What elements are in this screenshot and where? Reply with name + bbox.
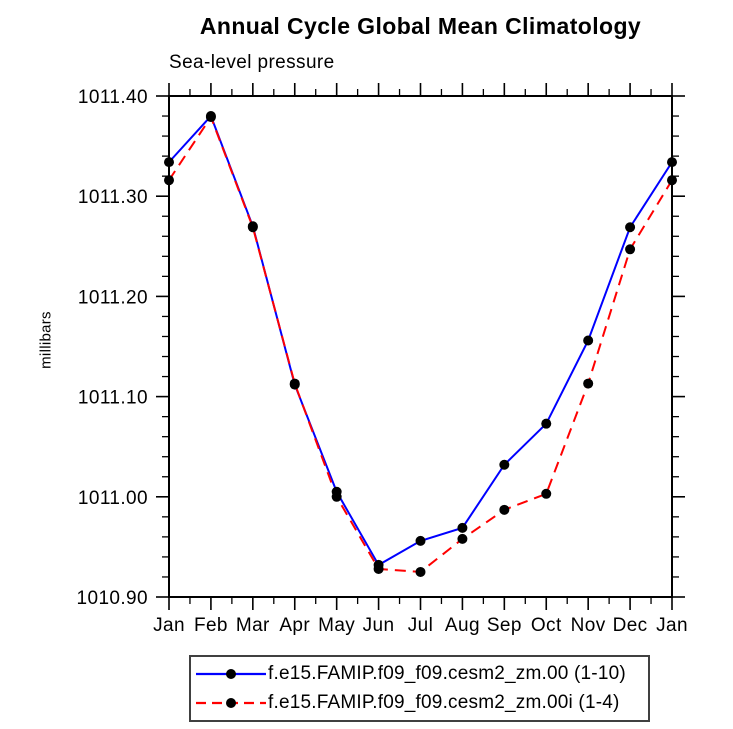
x-tick-label: Feb	[194, 615, 228, 636]
data-point-s0-6	[415, 535, 426, 546]
data-point-s0-8	[499, 459, 510, 470]
data-point-s1-7	[457, 533, 468, 544]
series-line-1	[168, 114, 673, 573]
x-tick-label: Oct	[531, 615, 562, 636]
legend: f.e15.FAMIP.f09_f09.cesm2_zm.00 (1-10) f…	[189, 655, 650, 722]
series-line-0	[168, 114, 673, 567]
x-tick-label: Dec	[613, 615, 648, 636]
data-point-s1-11	[625, 244, 636, 255]
x-tick-label: Jan	[153, 615, 185, 636]
legend-line-sample-0	[196, 669, 266, 679]
legend-marker-1	[226, 698, 236, 708]
x-tick-label: Jun	[363, 615, 395, 636]
x-tick-label: Sep	[487, 615, 522, 636]
data-point-s1-8	[499, 504, 510, 515]
legend-label-1: f.e15.FAMIP.f09_f09.cesm2_zm.00i (1-4)	[268, 692, 620, 713]
x-tick-label: Aug	[445, 615, 480, 636]
y-tick-label: 1011.00	[78, 488, 148, 509]
y-tick-label: 1011.10	[78, 388, 148, 409]
data-point-s0-0	[164, 157, 174, 168]
data-point-s1-4	[331, 491, 342, 502]
plot-frame	[168, 95, 673, 598]
data-point-s1-5	[373, 563, 384, 574]
data-point-s1-1	[205, 112, 216, 123]
legend-marker-0	[226, 669, 236, 679]
data-point-s1-10	[583, 378, 594, 389]
data-point-s1-3	[289, 378, 300, 389]
legend-item-1: f.e15.FAMIP.f09_f09.cesm2_zm.00i (1-4)	[194, 689, 648, 718]
y-tick-label: 1010.90	[77, 588, 148, 609]
legend-item-0: f.e15.FAMIP.f09_f09.cesm2_zm.00 (1-10)	[194, 660, 648, 689]
data-point-s0-10	[583, 335, 594, 346]
data-point-s1-6	[415, 566, 426, 577]
legend-line-sample-1	[196, 698, 266, 708]
data-point-s0-9	[541, 418, 552, 429]
y-tick-label: 1011.30	[78, 187, 148, 208]
x-tick-label: Nov	[571, 615, 606, 636]
x-tick-label: Mar	[236, 615, 270, 636]
x-tick-label: Jul	[408, 615, 434, 636]
x-tick-label: Jan	[656, 615, 688, 636]
chart-subtitle: Sea-level pressure	[169, 52, 335, 73]
x-tick-label: Apr	[279, 615, 310, 636]
x-tick-label: May	[318, 615, 355, 636]
data-point-s0-7	[457, 522, 468, 533]
data-point-s1-9	[541, 488, 552, 499]
data-point-s1-12	[667, 175, 677, 186]
data-point-s1-0	[164, 175, 174, 186]
data-point-s0-11	[625, 222, 636, 233]
chart-title: Annual Cycle Global Mean Climatology	[199, 13, 642, 39]
legend-label-0: f.e15.FAMIP.f09_f09.cesm2_zm.00 (1-10)	[268, 663, 626, 684]
data-point-s1-2	[247, 222, 258, 233]
y-tick-label: 1011.40	[78, 87, 148, 108]
y-tick-label: 1011.20	[78, 287, 148, 308]
data-point-s0-12	[667, 157, 677, 168]
